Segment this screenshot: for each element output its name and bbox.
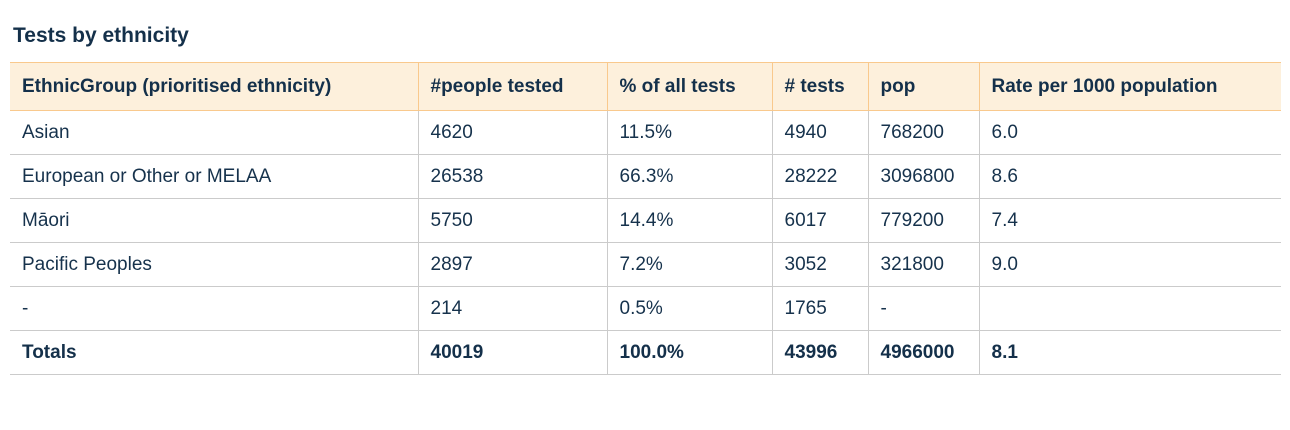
table-cell: 43996 (771, 330, 868, 376)
table-cell: Māori (10, 198, 418, 244)
tests-by-ethnicity-table: EthnicGroup (prioritised ethnicity) #peop… (10, 62, 1281, 376)
table-cell: 1765 (771, 286, 868, 332)
table-cell: Asian (10, 110, 418, 156)
table-cell: 26538 (417, 154, 607, 200)
table-cell: 28222 (771, 154, 868, 200)
table-cell: Pacific Peoples (10, 242, 418, 288)
table-cell: 779200 (867, 198, 979, 244)
table-cell: European or Other or MELAA (10, 154, 418, 200)
table-row: -214 0.5% 1765- (10, 286, 1281, 332)
table-cell: 8.1 (978, 330, 1281, 376)
table-row: Pacific Peoples 2897 7.2% 3052 321800 9.0 (10, 242, 1281, 288)
table-cell: 3052 (771, 242, 868, 288)
column-header: % of all tests (606, 62, 772, 112)
table-cell: 66.3% (606, 154, 772, 200)
table-cell: 321800 (867, 242, 979, 288)
table-cell (978, 286, 1281, 332)
table-cell: 2897 (417, 242, 607, 288)
table-cell: - (10, 286, 418, 332)
table-cell: Totals (10, 330, 418, 376)
table-cell: 7.2% (606, 242, 772, 288)
table-row: Asian 4620 11.5% 4940 768200 6.0 (10, 110, 1281, 156)
page-container: Tests by ethnicity EthnicGroup (prioriti… (0, 24, 1290, 376)
table-cell: 6.0 (978, 110, 1281, 156)
table-cell: 3096800 (867, 154, 979, 200)
table-cell: 9.0 (978, 242, 1281, 288)
column-header: pop (867, 62, 979, 112)
column-header: # tests (771, 62, 868, 112)
column-header: EthnicGroup (prioritised ethnicity) (10, 62, 418, 112)
table-cell: 4966000 (867, 330, 979, 376)
table-cell: - (867, 286, 979, 332)
table-cell: 4620 (417, 110, 607, 156)
table-row: European or Other or MELAA 26538 66.3% 2822… (10, 154, 1281, 200)
table-body: Asian 4620 11.5% 4940 768200 6.0 European or O… (10, 110, 1281, 376)
table-cell: 11.5% (606, 110, 772, 156)
totals-row: Totals 40019 100.0% 43996 4966000 8.1 (10, 330, 1281, 376)
table-cell: 768200 (867, 110, 979, 156)
column-header: #people tested (417, 62, 607, 112)
column-header: Rate per 1000 population (978, 62, 1281, 112)
table-cell: 6017 (771, 198, 868, 244)
table-cell: 14.4% (606, 198, 772, 244)
table-cell: 4940 (771, 110, 868, 156)
table-cell: 40019 (417, 330, 607, 376)
table-row: Māori 5750 14.4% 6017 779200 7.4 (10, 198, 1281, 244)
table-cell: 0.5% (606, 286, 772, 332)
table-cell: 5750 (417, 198, 607, 244)
table-cell: 214 (417, 286, 607, 332)
table-cell: 8.6 (978, 154, 1281, 200)
table-header: EthnicGroup (prioritised ethnicity) #peop… (10, 62, 1281, 112)
table-cell: 100.0% (606, 330, 772, 376)
table-cell: 7.4 (978, 198, 1281, 244)
page-title: Tests by ethnicity (13, 24, 189, 47)
table-header-row: EthnicGroup (prioritised ethnicity) #peop… (10, 62, 1281, 112)
